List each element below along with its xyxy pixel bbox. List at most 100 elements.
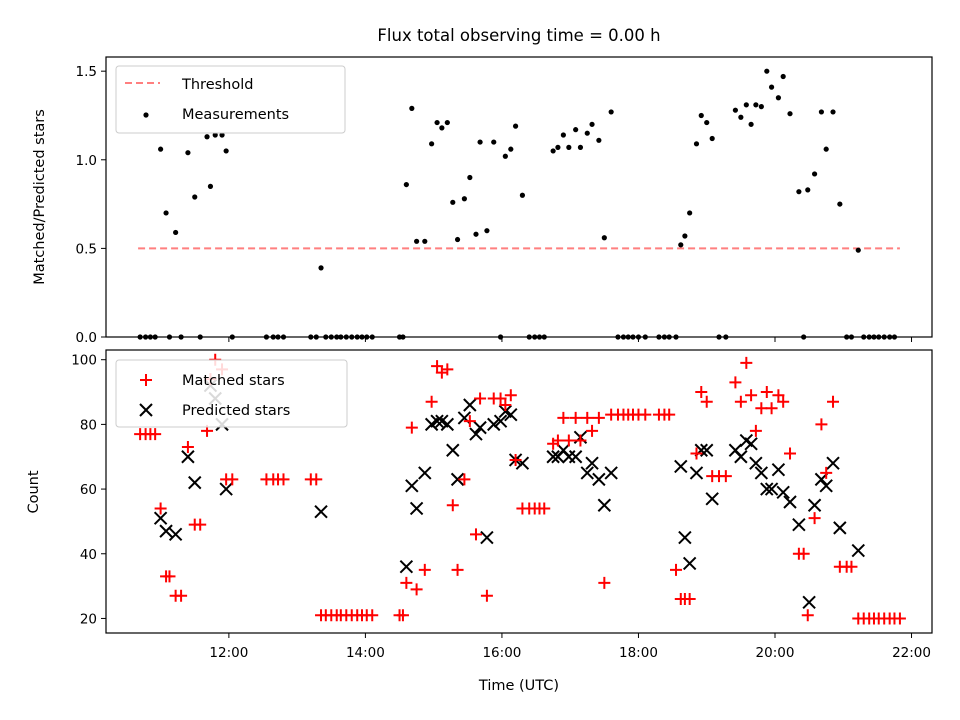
measurement-point [704,119,710,126]
measurement-point [491,139,497,145]
legend-measurements-label: Measurements [182,107,289,123]
matched-star-marker [175,589,188,602]
matched-star-marker [163,570,176,583]
matched-star-marker [639,408,652,421]
measurement-point [732,107,738,113]
matched-star-marker [734,395,747,408]
measurement-point [185,150,191,156]
measurement-point [758,104,764,110]
top-legend: Threshold Measurements [115,65,346,134]
measurement-point [589,121,595,127]
top-x-axis-ticks [228,337,913,342]
predicted-star-marker [744,437,758,451]
matched-star-marker [441,363,454,376]
measurement-point [830,109,836,115]
measurement-point [743,102,749,108]
measurement-point [678,242,684,248]
predicted-star-marker [430,414,444,428]
matched-star-marker [400,576,413,589]
top-y-axis-label: Matched/Predicted stars [32,109,48,285]
bottom-legend-box [115,359,348,428]
matched-star-marker [469,528,482,541]
matched-star-marker [586,424,599,437]
measurement-point [764,68,770,74]
measurement-point [461,196,467,202]
measurement-point [173,229,179,236]
predicted-star-marker [450,472,465,487]
predicted-star-marker [674,459,688,474]
predicted-star-marker [469,427,483,441]
predicted-star-marker [749,456,763,470]
predicted-star-marker [399,559,414,574]
matched-star-marker [557,411,570,424]
predicted-star-marker [480,530,494,545]
predicted-star-marker [592,472,606,487]
matched-star-marker [893,612,906,625]
bottom-y-axis: 20 40 60 80 100 [71,353,106,627]
matched-star-marker [663,408,676,421]
measurement-point [738,114,744,120]
bottom-y-tick-label: 20 [80,611,97,627]
measurement-point [698,112,704,119]
top-axes-frame [105,56,933,338]
matched-star-marker [598,576,611,589]
legend-measurements-swatch [143,112,149,118]
measurement-point [560,132,566,138]
predicted-star-marker [776,485,790,500]
matched-star-marker [755,402,768,415]
matched-star-marker [310,473,323,486]
legend-matched-swatch [140,374,152,386]
matched-star-marker [695,386,708,399]
matched-star-marker [494,392,507,405]
x-tick-label: 18:00 [619,645,658,661]
predicted-star-marker [700,443,714,457]
measurement-point [223,148,229,154]
matched-star-marker [366,609,379,622]
predicted-star-marker [807,498,822,512]
matched-star-marker [480,589,493,602]
measurement-point [403,181,409,188]
matched-star-marker [551,434,564,447]
matched-star-marker [574,434,587,447]
measurement-point [519,192,526,198]
matched-star-marker [463,415,476,428]
matched-star-marker [569,411,582,424]
measurement-point [748,121,754,127]
measurement-point [429,141,435,147]
measurement-point [596,137,602,143]
matched-star-marker [801,609,814,622]
predicted-star-marker [764,482,779,496]
matched-star-marker [277,473,290,486]
matched-star-marker [581,411,594,424]
matched-star-marker [149,428,162,441]
measurement-point [192,194,198,200]
predicted-star-marker [181,450,195,464]
matched-star-marker [760,386,773,399]
matched-star-marker [740,356,753,369]
matched-star-marker [820,466,833,479]
bottom-y-axis-label: Count [26,470,42,513]
top-plot-area [137,68,900,340]
bottom-legend: Matched stars Predicted stars [115,359,348,428]
matched-star-marker [538,502,551,515]
bottom-panel: 20 40 60 80 100 12:00 14:00 16:00 18:00 20:00 22:… [26,349,933,694]
measurement-point [207,183,214,189]
predicted-star-marker [792,517,806,532]
matched-star-marker [745,389,758,402]
x-tick-label: 14:00 [346,645,385,661]
predicted-star-marker [219,482,233,496]
predicted-star-marker [487,417,501,432]
matched-star-marker [458,473,471,486]
matched-star-marker [405,421,418,434]
matched-star-marker [592,411,605,424]
measurement-point [805,187,811,193]
measurement-point [158,146,164,152]
predicted-star-marker [819,479,833,493]
measurement-point [811,171,818,177]
measurement-point [753,102,759,108]
measurement-point [823,146,829,152]
x-tick-label: 16:00 [482,645,521,661]
measurement-point [555,144,561,150]
matched-star-marker [474,392,487,405]
